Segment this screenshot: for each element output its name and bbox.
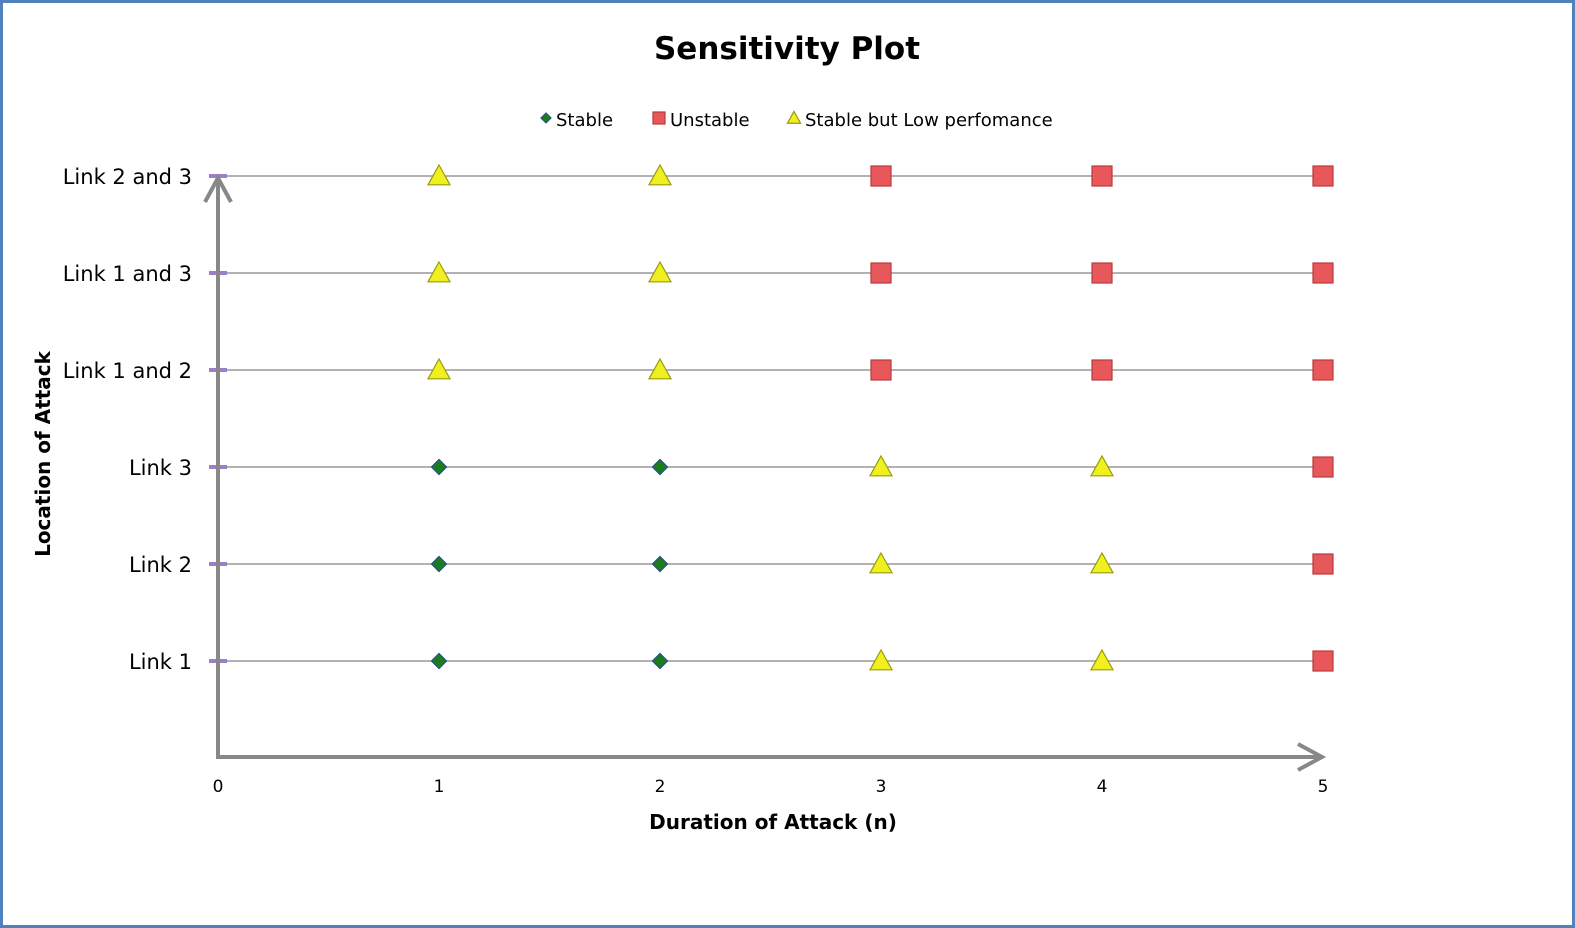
x-tick-label: 4 — [1097, 777, 1108, 797]
data-point-square — [1312, 650, 1334, 672]
x-tick-label: 2 — [655, 777, 666, 797]
data-point-triangle — [647, 163, 673, 186]
data-point-triangle — [1089, 551, 1115, 574]
data-point-diamond — [430, 652, 448, 670]
data-point-triangle — [426, 357, 452, 380]
data-point-square — [870, 359, 892, 381]
axes — [203, 173, 1327, 772]
y-category-label: Link 2 and 3 — [63, 165, 192, 189]
data-point-diamond — [430, 458, 448, 476]
data-point-square — [870, 165, 892, 187]
data-point-diamond — [430, 555, 448, 573]
y-axis-arrow — [203, 173, 233, 203]
data-point-square — [1312, 456, 1334, 478]
data-point-diamond — [651, 555, 669, 573]
data-point-triangle — [1089, 648, 1115, 671]
y-category-label: Link 3 — [129, 456, 192, 480]
x-axis-title: Duration of Attack (n) — [649, 810, 897, 834]
legend: Stable Unstable Stable but Low perfomance — [540, 110, 1053, 131]
x-tick-label: 1 — [434, 777, 445, 797]
y-category-label: Link 2 — [129, 553, 192, 577]
x-tick-label: 0 — [213, 777, 224, 797]
y-axis-title: Location of Attack — [31, 350, 55, 557]
y-category-labels: Link 1 Link 2 Link 3 Link 1 and 2 Link 1 and… — [63, 165, 192, 674]
data-point-triangle — [1089, 454, 1115, 477]
data-point-square — [1312, 359, 1334, 381]
data-point-triangle — [426, 163, 452, 186]
data-point-triangle — [647, 357, 673, 380]
legend-label: Stable but Low perfomance — [805, 110, 1053, 131]
legend-marker-square — [652, 111, 666, 125]
x-tick-label: 5 — [1318, 777, 1329, 797]
data-point-square — [1091, 359, 1113, 381]
x-axis-arrow — [1297, 742, 1327, 772]
chart-title: Sensitivity Plot — [654, 31, 920, 67]
data-point-triangle — [868, 454, 894, 477]
x-tick-labels: 0 1 2 3 4 5 — [213, 777, 1329, 797]
y-category-label: Link 1 — [129, 650, 192, 674]
data-point-triangle — [868, 648, 894, 671]
y-category-label: Link 1 and 2 — [63, 359, 192, 383]
data-point-square — [1312, 262, 1334, 284]
data-point-triangle — [647, 260, 673, 283]
data-point-diamond — [651, 652, 669, 670]
data-point-diamond — [651, 458, 669, 476]
legend-marker-diamond — [540, 112, 552, 124]
legend-label: Stable — [556, 110, 613, 131]
legend-label: Unstable — [670, 110, 750, 131]
x-tick-label: 3 — [876, 777, 887, 797]
gridlines — [209, 174, 1323, 663]
data-point-square — [1312, 553, 1334, 575]
data-markers — [426, 163, 1334, 672]
data-point-square — [870, 262, 892, 284]
data-point-square — [1312, 165, 1334, 187]
data-point-square — [1091, 262, 1113, 284]
data-point-triangle — [868, 551, 894, 574]
data-point-square — [1091, 165, 1113, 187]
legend-marker-triangle — [786, 110, 802, 124]
data-point-triangle — [426, 260, 452, 283]
y-category-label: Link 1 and 3 — [63, 262, 192, 286]
